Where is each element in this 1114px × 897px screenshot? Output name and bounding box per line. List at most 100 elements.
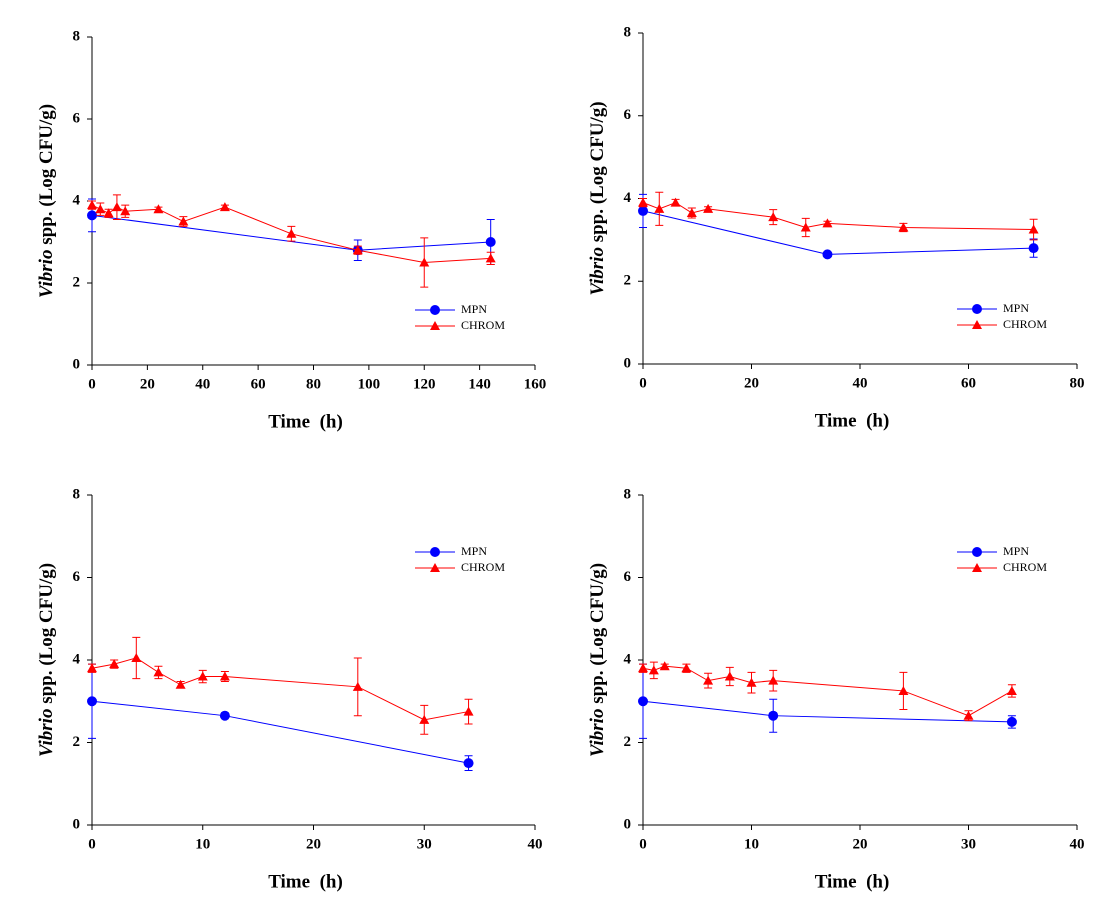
y-axis-label-rest: spp. (Log CFU/g) xyxy=(587,101,608,247)
marker xyxy=(768,710,779,721)
marker xyxy=(87,696,97,707)
marker xyxy=(898,222,909,232)
marker xyxy=(681,663,692,673)
marker xyxy=(131,652,142,662)
y-axis-label-italic: Vibrio xyxy=(36,709,57,758)
marker xyxy=(463,758,474,769)
x-tick-label: 20 xyxy=(306,836,321,852)
y-tick-label: 2 xyxy=(73,274,81,290)
x-tick-label: 10 xyxy=(195,836,210,852)
y-tick-label: 4 xyxy=(73,651,81,667)
legend-marker xyxy=(972,320,982,329)
marker xyxy=(153,204,164,214)
marker xyxy=(111,202,122,212)
x-tick-label: 20 xyxy=(853,836,868,852)
marker xyxy=(746,677,757,687)
x-tick-label: 120 xyxy=(413,376,436,392)
marker xyxy=(87,210,97,221)
x-tick-label: 20 xyxy=(140,376,155,392)
marker xyxy=(703,203,714,213)
x-tick-label: 80 xyxy=(1070,375,1085,391)
x-tick-label: 160 xyxy=(524,376,547,392)
x-tick-label: 0 xyxy=(639,375,647,391)
marker xyxy=(648,665,659,675)
marker xyxy=(1028,243,1039,254)
legend-marker xyxy=(430,547,440,557)
legend-marker xyxy=(972,563,982,572)
y-axis-label-rest: spp. (Log CFU/g) xyxy=(36,104,57,250)
x-tick-label: 0 xyxy=(88,836,96,852)
marker xyxy=(419,714,430,724)
y-tick-label: 0 xyxy=(624,355,632,371)
marker xyxy=(686,207,697,217)
marker xyxy=(219,710,230,721)
marker xyxy=(219,671,230,681)
x-tick-label: 100 xyxy=(358,376,381,392)
marker xyxy=(638,197,648,207)
legend-label: CHROM xyxy=(1003,560,1047,574)
marker xyxy=(463,706,474,716)
marker xyxy=(153,667,164,677)
y-tick-label: 2 xyxy=(624,734,632,750)
legend-marker xyxy=(430,305,440,315)
marker xyxy=(286,228,297,238)
x-axis-label: Time (h) xyxy=(268,871,343,892)
marker xyxy=(638,205,648,216)
x-tick-label: 0 xyxy=(639,836,647,852)
marker xyxy=(638,663,648,673)
x-axis-label: Time (h) xyxy=(815,871,890,892)
marker xyxy=(178,216,189,226)
marker xyxy=(485,237,496,247)
y-tick-label: 6 xyxy=(624,569,632,585)
y-axis-label-rest: spp. (Log CFU/g) xyxy=(587,563,608,709)
marker xyxy=(670,197,681,207)
series-line xyxy=(642,202,1034,231)
y-tick-label: 2 xyxy=(73,734,81,750)
y-axis-label-rest: spp. (Log CFU/g) xyxy=(36,563,57,709)
x-tick-label: 0 xyxy=(88,376,96,392)
marker xyxy=(822,249,833,260)
marker xyxy=(963,710,974,720)
y-axis-label: Vibrio spp. (Log CFU/g) xyxy=(587,101,608,295)
x-tick-label: 40 xyxy=(1070,836,1085,852)
series-line xyxy=(642,665,1013,717)
x-tick-label: 140 xyxy=(468,376,491,392)
y-axis-label-italic: Vibrio xyxy=(587,247,608,296)
y-tick-label: 6 xyxy=(73,110,81,126)
y-tick-label: 4 xyxy=(624,190,632,206)
y-axis-label: Vibrio spp. (Log CFU/g) xyxy=(36,104,57,298)
y-tick-label: 8 xyxy=(73,486,81,502)
y-tick-label: 4 xyxy=(73,192,81,208)
y-tick-label: 8 xyxy=(624,486,632,502)
legend-label: MPN xyxy=(1003,301,1029,315)
marker xyxy=(659,661,670,671)
x-tick-label: 60 xyxy=(251,376,266,392)
legend-marker xyxy=(430,321,440,330)
x-tick-label: 40 xyxy=(528,836,543,852)
y-tick-label: 8 xyxy=(73,28,81,44)
legend-marker xyxy=(972,304,982,314)
y-tick-label: 0 xyxy=(73,816,81,832)
marker xyxy=(800,222,811,232)
marker xyxy=(197,671,208,681)
marker xyxy=(1006,685,1017,695)
marker xyxy=(703,675,714,685)
marker xyxy=(822,218,833,228)
y-axis-label-italic: Vibrio xyxy=(36,250,57,299)
series-line xyxy=(642,210,1034,255)
legend-label: CHROM xyxy=(461,560,505,574)
legend-label: MPN xyxy=(1003,544,1029,558)
y-axis-label: Vibrio spp. (Log CFU/g) xyxy=(587,563,608,757)
marker xyxy=(87,200,97,210)
series-line xyxy=(91,700,469,764)
marker xyxy=(219,202,230,212)
marker xyxy=(768,675,779,685)
x-axis-label: Time (h) xyxy=(268,411,343,432)
legend-label: MPN xyxy=(461,544,487,558)
marker xyxy=(898,685,909,695)
y-tick-label: 8 xyxy=(624,24,632,40)
marker xyxy=(87,663,97,673)
marker xyxy=(103,208,114,218)
x-tick-label: 40 xyxy=(853,375,868,391)
